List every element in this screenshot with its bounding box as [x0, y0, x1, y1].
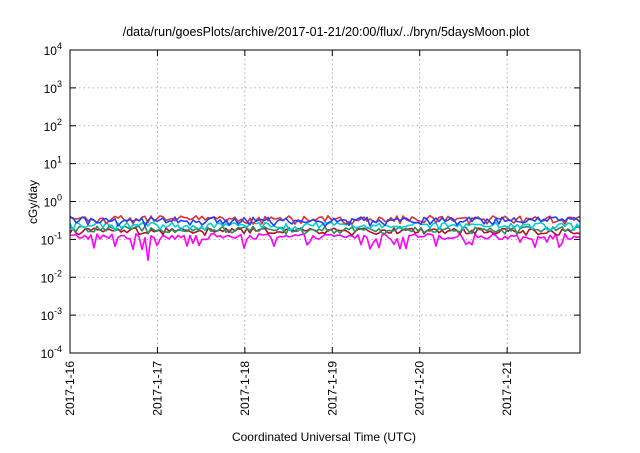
y-tick-labels: 10-4 10-3 10-2 10-1 100 101 102 103 104	[41, 41, 62, 361]
series-line	[69, 225, 581, 236]
y-tick-label: 101	[44, 155, 62, 172]
x-axis-label: Coordinated Universal Time (UTC)	[232, 430, 416, 444]
x-tick-labels: 2017-1-16 2017-1-17 2017-1-18 2017-1-19 2017…	[63, 361, 514, 416]
axis-ticks	[69, 49, 580, 354]
series-line	[69, 221, 581, 232]
x-tick-label: 2017-1-18	[238, 361, 252, 416]
y-tick-label: 103	[44, 79, 62, 96]
x-tick-label: 2017-1-19	[325, 361, 339, 416]
x-tick-label: 2017-1-17	[150, 361, 164, 416]
y-axis-label: cGy/day	[26, 180, 40, 224]
series-line	[69, 232, 581, 262]
y-tick-label: 104	[44, 41, 62, 58]
y-tick-label: 10-2	[41, 268, 62, 285]
y-tick-label: 10-1	[41, 230, 62, 247]
chart-title: /data/run/goesPlots/archive/2017-01-21/2…	[123, 25, 530, 39]
x-tick-label: 2017-1-16	[63, 361, 77, 416]
y-tick-label: 10-3	[41, 306, 62, 323]
x-tick-label: 2017-1-20	[413, 361, 427, 416]
y-tick-label: 100	[44, 193, 62, 210]
y-tick-label: 102	[44, 117, 62, 134]
grid-lines	[70, 50, 580, 353]
x-tick-label: 2017-1-21	[500, 361, 514, 416]
y-tick-label: 10-4	[41, 344, 62, 361]
data-series	[69, 214, 581, 262]
series-line	[69, 216, 581, 227]
